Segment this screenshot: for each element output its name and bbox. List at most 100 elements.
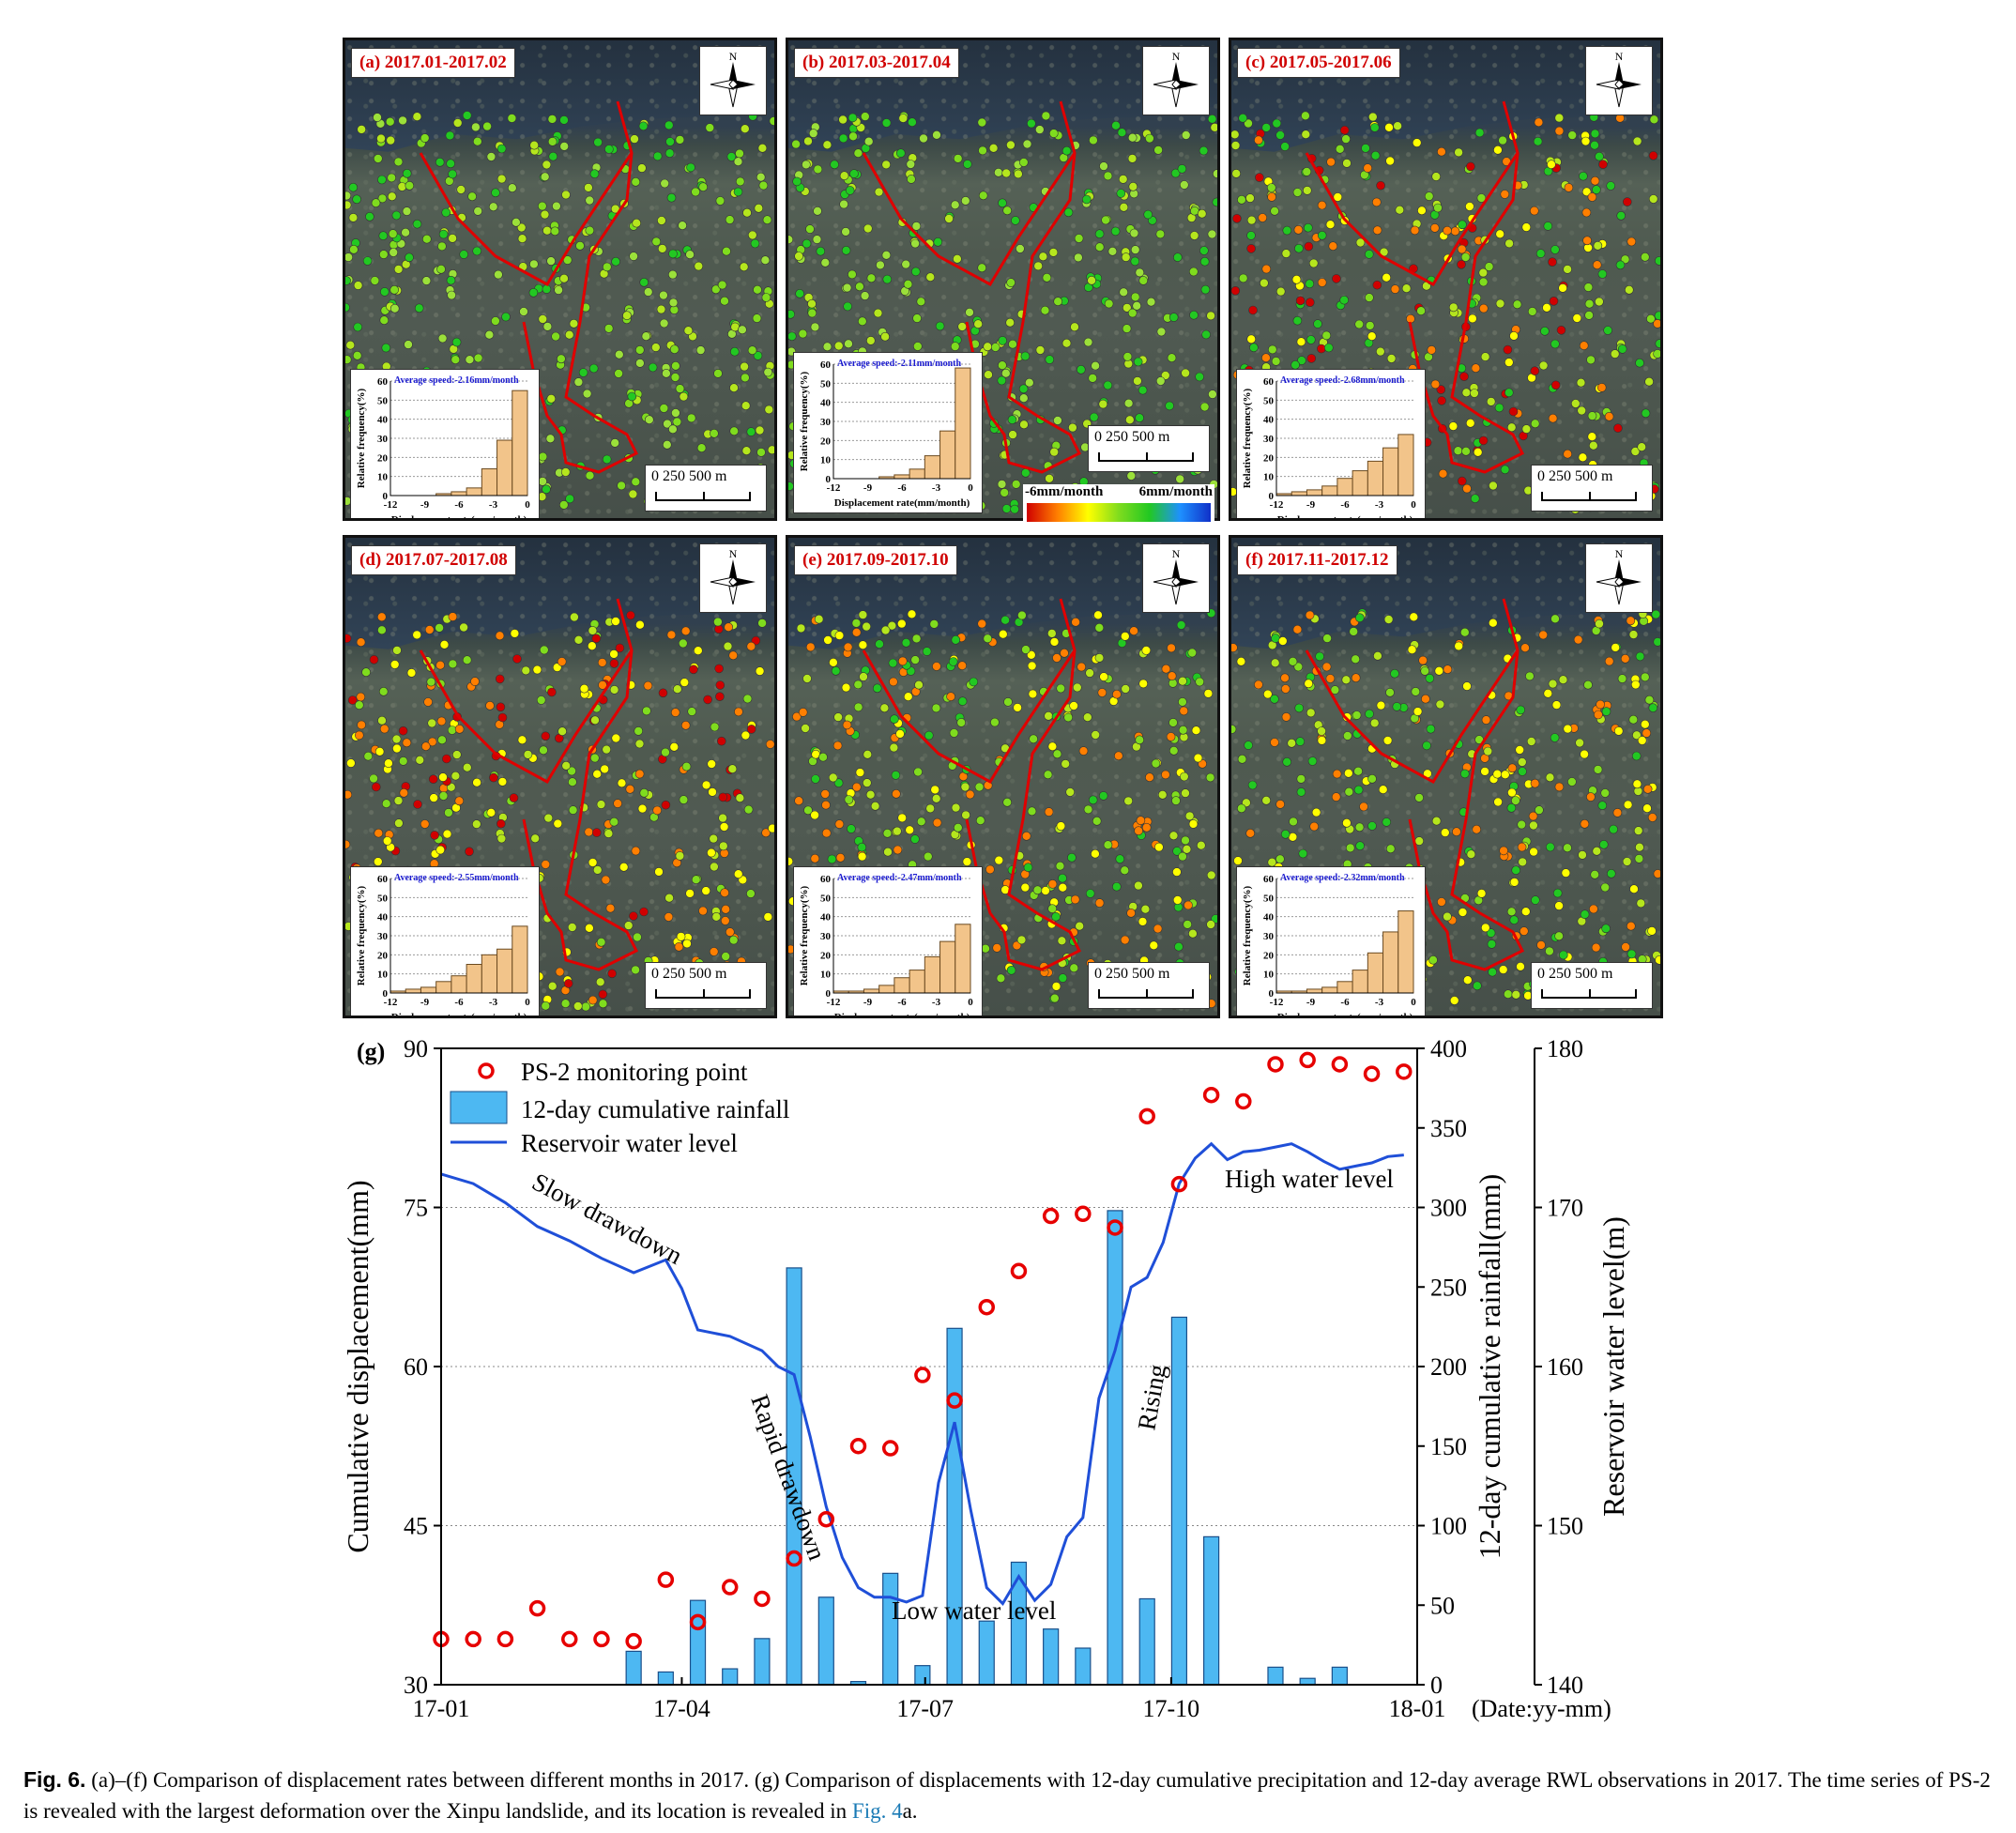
ps-point [710, 284, 721, 295]
hist-y-label: Relative frequency(%) [1242, 885, 1253, 985]
hist-bar [496, 948, 513, 994]
ps-point [568, 805, 578, 815]
ps-point [906, 160, 916, 169]
ps-point [1165, 401, 1174, 411]
ps-point [1417, 206, 1427, 216]
ps-point [1281, 249, 1291, 258]
ps-point [559, 500, 569, 510]
ps-point [954, 822, 963, 832]
ps-point [1507, 763, 1518, 773]
ps-point [602, 744, 612, 755]
ps-point [1470, 389, 1479, 398]
ps-point [424, 625, 435, 634]
ps-point [1199, 145, 1209, 156]
ps-point [933, 237, 943, 247]
ps-point [1628, 714, 1639, 725]
ps-point [1187, 648, 1198, 658]
ps-point [1449, 996, 1459, 1005]
ps-point [901, 259, 910, 269]
ps-point [889, 742, 899, 753]
ps-point [470, 677, 480, 686]
ps-point [1520, 907, 1531, 917]
ps-point [1626, 921, 1636, 931]
ps-point [896, 148, 906, 158]
ps-point [638, 121, 649, 131]
hist-y-label: Relative frequency(%) [799, 885, 810, 985]
ps-point [768, 823, 774, 833]
ps-point [913, 342, 923, 351]
ps-point [1058, 973, 1068, 983]
hist-y-tick: 0 [826, 474, 832, 485]
ps-point [1295, 737, 1306, 746]
annotation-rising: Rising [1132, 1362, 1171, 1432]
ps-point [863, 136, 874, 146]
ps-point [1409, 612, 1419, 622]
ps-point [713, 617, 723, 627]
ps-point [1349, 627, 1358, 636]
ps-point [1249, 343, 1259, 353]
ps-point [807, 308, 817, 318]
hist-x-tick: -9 [1306, 499, 1316, 511]
ps-point [1298, 848, 1308, 859]
ps-point [1628, 630, 1639, 639]
ps-point [471, 122, 481, 132]
y3-tick-label: 180 [1547, 1035, 1583, 1062]
ps-point [1120, 865, 1130, 876]
ps-point [895, 729, 905, 739]
ps-point [438, 791, 449, 801]
ps-point [654, 867, 664, 877]
ps-point [1385, 156, 1395, 166]
ps-point [639, 787, 649, 798]
ps-point [1542, 302, 1551, 313]
ps-point [1304, 222, 1313, 233]
ps-point [1188, 819, 1199, 829]
rainfall-bar [1203, 1535, 1220, 1686]
ps-point [1261, 123, 1272, 132]
ps-point [591, 828, 602, 837]
ps-point [707, 848, 716, 858]
y1-tick-label: 75 [404, 1195, 428, 1222]
scale-bar-line [655, 492, 751, 501]
ps-point [1089, 135, 1098, 145]
hist-y-tick: 40 [1263, 415, 1275, 426]
ps-point [965, 307, 974, 317]
ps-point [821, 800, 831, 810]
ps-point [1535, 249, 1546, 258]
ps-point [735, 176, 745, 187]
scale-bar-line [655, 989, 751, 999]
ps-point [1626, 616, 1636, 626]
ps-point [788, 235, 794, 244]
ps-point [876, 260, 885, 270]
caption-figure-link[interactable]: Fig. 4 [851, 1799, 903, 1824]
ps-point [609, 817, 619, 827]
hist-bar [909, 468, 925, 480]
ps-point [1053, 416, 1062, 425]
ps-point [435, 623, 444, 633]
ps-point [1026, 650, 1036, 660]
ps-point [1435, 699, 1445, 710]
figure-caption: Fig. 6. (a)–(f) Comparison of displaceme… [23, 1764, 1994, 1827]
ps-point [1138, 385, 1148, 395]
ps-point [1504, 358, 1514, 367]
ps-point [353, 322, 362, 332]
ps-point [1640, 719, 1650, 729]
ps-point [1048, 248, 1059, 257]
hist-x-tick: -12 [1270, 997, 1284, 1008]
ps-point [1504, 388, 1514, 398]
ps-point [547, 115, 557, 124]
ps-point [1430, 223, 1440, 233]
ps-point [1153, 924, 1163, 934]
ps-point [1492, 769, 1503, 779]
ps-point [448, 234, 457, 243]
landslide-boundary [862, 100, 1082, 474]
ps-point [969, 677, 979, 687]
ps-point [639, 907, 649, 917]
ps-point [1343, 731, 1352, 741]
ps-point [717, 280, 727, 290]
ps-point [542, 284, 552, 294]
ps-point [951, 635, 961, 645]
ps-point [427, 718, 436, 728]
ps-point [763, 367, 773, 377]
scale-bar-label: 0 250 500 m [651, 966, 727, 982]
ps-point [1488, 967, 1497, 977]
